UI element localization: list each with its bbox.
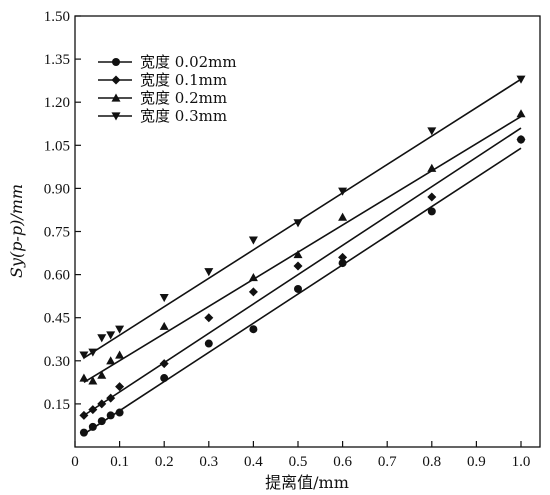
fit-line <box>83 127 522 417</box>
data-point <box>516 75 526 84</box>
x-tick-label: 0.9 <box>467 454 486 470</box>
fit-line <box>83 78 522 359</box>
x-tick-label: 0.5 <box>289 454 308 470</box>
data-point <box>106 356 116 365</box>
data-point <box>248 236 258 245</box>
y-tick-label: 0.90 <box>44 181 70 197</box>
x-tick-label: 0.4 <box>244 454 263 470</box>
data-point <box>248 272 258 282</box>
data-point <box>88 376 98 385</box>
data-point <box>115 382 125 392</box>
data-point <box>97 399 107 409</box>
data-point <box>97 334 107 343</box>
data-point <box>204 268 214 277</box>
data-point <box>106 393 116 403</box>
y-axis-title: Sy(p-p)/mm <box>7 184 26 278</box>
data-point <box>204 313 214 323</box>
y-tick-label: 0.45 <box>44 311 70 327</box>
data-point <box>293 219 303 228</box>
y-tick-label: 0.75 <box>44 225 70 241</box>
x-tick-label: 0.7 <box>378 454 397 470</box>
data-point <box>79 410 89 420</box>
legend-marker <box>112 58 120 66</box>
data-point <box>427 207 436 216</box>
data-point <box>338 259 347 268</box>
y-axis: 0.15 0.30 0.45 0.60 0.75 0.90 1.05 1.20 1.35 1.50 <box>44 9 81 413</box>
legend-label: 宽度 0.02mm <box>140 53 237 71</box>
data-point <box>106 411 115 420</box>
x-tick-label: 0.3 <box>199 454 218 470</box>
x-tick-label: 0.2 <box>155 454 174 470</box>
data-point <box>79 351 89 360</box>
data-point <box>294 284 302 293</box>
y-tick-label: 1.50 <box>44 9 70 25</box>
data-point <box>338 252 348 262</box>
x-axis: 0 0.1 0.2 0.3 0.4 0.5 0.6 0.7 0.8 0.9 1.0 <box>71 441 530 470</box>
legend-label: 宽度 0.3mm <box>140 107 227 125</box>
y-tick-label: 1.35 <box>44 52 70 68</box>
legend-label: 宽度 0.2mm <box>140 89 227 107</box>
data-point <box>115 350 125 359</box>
y-tick-label: 0.30 <box>44 354 70 370</box>
data-point <box>338 212 348 221</box>
legend-marker <box>111 75 121 85</box>
data-point <box>249 325 258 334</box>
data-point <box>516 135 526 145</box>
data-point <box>516 109 526 118</box>
data-point <box>88 422 97 431</box>
x-tick-label: 1.0 <box>512 454 531 470</box>
x-tick-label: 0 <box>71 454 79 470</box>
data-point <box>427 127 437 136</box>
fit-line <box>83 147 522 435</box>
data-point <box>106 331 116 340</box>
y-tick-label: 0.60 <box>44 268 70 284</box>
data-point <box>79 373 89 382</box>
data-point <box>160 374 169 383</box>
data-point <box>338 187 348 196</box>
y-tick-label: 1.05 <box>44 138 70 154</box>
data-point <box>97 417 106 426</box>
data-point <box>159 293 169 303</box>
x-tick-label: 0.1 <box>110 454 129 470</box>
data-point <box>115 408 124 417</box>
data-point <box>79 428 88 437</box>
data-point <box>427 192 437 202</box>
data-point <box>427 163 437 172</box>
data-point <box>88 348 98 357</box>
data-point <box>293 261 303 271</box>
data-markers <box>79 75 526 437</box>
y-tick-label: 1.20 <box>44 95 70 111</box>
legend-label: 宽度 0.1mm <box>140 71 227 89</box>
x-tick-label: 0.8 <box>422 454 441 470</box>
data-point <box>115 325 125 334</box>
x-tick-label: 0.6 <box>333 454 352 470</box>
data-point <box>204 339 213 348</box>
y-tick-label: 0.15 <box>44 397 70 413</box>
data-point <box>248 287 258 297</box>
x-axis-title: 提离值/mm <box>265 473 349 492</box>
fit-lines <box>83 78 522 435</box>
data-point <box>159 359 169 369</box>
fit-line <box>83 115 522 384</box>
data-point <box>88 405 98 415</box>
data-point <box>293 249 303 259</box>
data-point <box>97 370 107 379</box>
data-point <box>159 321 169 330</box>
legend-marker <box>111 93 121 102</box>
legend-marker <box>111 112 121 121</box>
